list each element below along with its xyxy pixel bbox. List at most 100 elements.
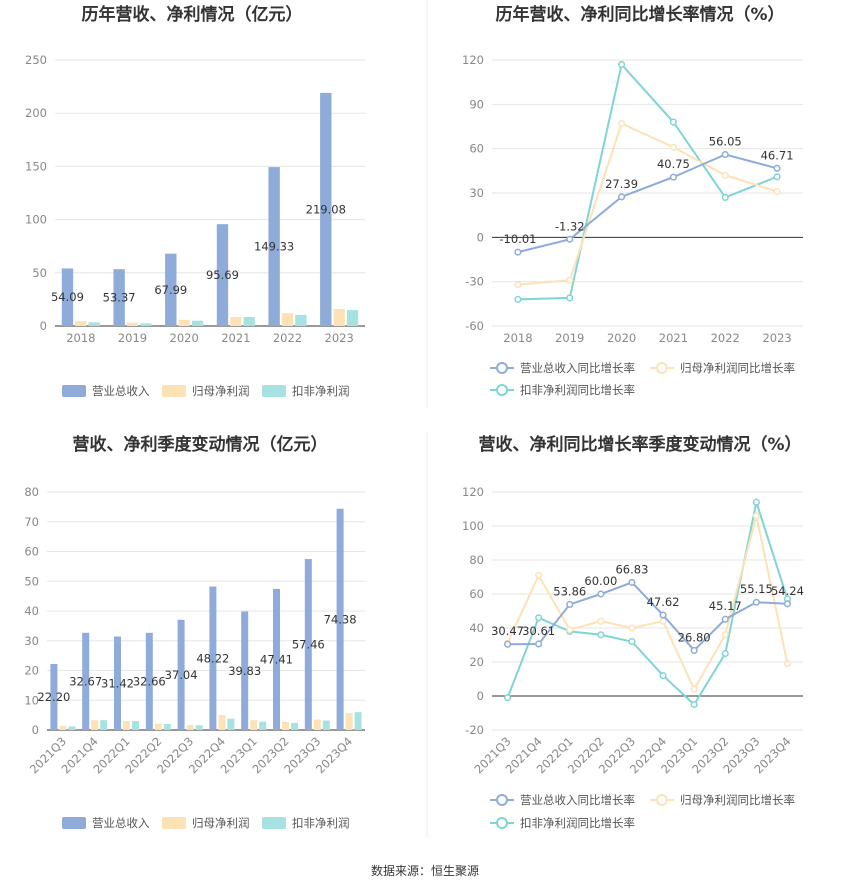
legend-item[interactable]: 营业总收入 — [62, 384, 150, 398]
y-tick-label: 20 — [24, 664, 39, 678]
y-tick-label: 120 — [462, 53, 484, 67]
line-point — [773, 187, 781, 196]
line-point — [628, 578, 636, 586]
line-point — [773, 173, 781, 181]
line-value-label: 54.24 — [771, 584, 804, 598]
bar-deducted-profit — [346, 310, 359, 326]
annual-line-title: 历年营收、净利同比增长率情况（%） — [495, 4, 784, 25]
x-tick-label: 2019 — [555, 331, 584, 345]
line-point — [690, 700, 698, 709]
line-point — [690, 685, 698, 693]
legend-swatch — [162, 817, 186, 829]
line-value-label: 30.61 — [522, 624, 555, 638]
line-point — [618, 193, 626, 201]
line-point — [721, 171, 729, 179]
bar-deducted-profit — [295, 314, 307, 326]
bar-value-label: 53.37 — [103, 291, 136, 305]
x-tick-label: 2018 — [66, 331, 95, 345]
line-value-label: 45.17 — [709, 599, 742, 613]
x-tick-label: 2021 — [659, 331, 688, 345]
line-point — [783, 600, 792, 608]
line-point — [566, 235, 574, 243]
bar-deducted-profit — [322, 720, 330, 730]
line-point — [597, 617, 605, 625]
line-point — [514, 248, 522, 256]
y-tick-label: 50 — [24, 574, 39, 588]
legend-swatch — [62, 385, 86, 397]
line-value-label: 40.75 — [657, 157, 690, 171]
y-tick-label: 0 — [40, 319, 47, 333]
line-value-label: 56.05 — [709, 135, 742, 149]
bar-value-label: 39.83 — [228, 664, 261, 678]
x-tick-label: 2022 — [711, 331, 740, 345]
bar-revenue — [216, 224, 229, 326]
y-tick-label: 10 — [24, 693, 39, 707]
bar-net-profit — [123, 721, 130, 730]
bar-revenue — [177, 619, 185, 730]
bar-value-label: 57.46 — [292, 638, 325, 652]
legend-item[interactable]: 扣非净利润 — [262, 816, 350, 830]
legend-label: 归母净利润 — [192, 816, 250, 830]
bar-net-profit — [154, 723, 162, 730]
legend-item[interactable]: 归母净利润同比增长率 — [650, 793, 795, 807]
bar-revenue — [273, 588, 281, 730]
bar-net-profit — [75, 321, 87, 326]
series-line-1 — [506, 515, 789, 692]
x-tick-label: 2023 — [762, 331, 791, 345]
bar-net-profit — [218, 715, 226, 730]
bar-net-profit — [126, 322, 139, 326]
legend-label: 扣非净利润 — [292, 816, 350, 830]
bar-value-label: 74.38 — [324, 612, 357, 626]
bar-revenue — [336, 508, 344, 730]
y-tick-label: 0 — [477, 230, 484, 244]
legend-label: 营业总收入 — [92, 384, 150, 398]
line-point — [669, 173, 677, 181]
legend-swatch-marker — [496, 362, 508, 374]
y-tick-label: 30 — [469, 186, 484, 200]
line-value-label: 53.86 — [553, 584, 586, 598]
y-tick-label: 60 — [469, 142, 484, 156]
line-point — [690, 646, 698, 654]
bar-revenue — [304, 559, 312, 730]
y-tick-label: 70 — [24, 515, 39, 529]
line-value-label: 55.15 — [740, 582, 773, 596]
line-point — [514, 295, 522, 303]
legend-item[interactable]: 营业总收入同比增长率 — [490, 793, 635, 807]
bar-value-label: 48.22 — [196, 651, 229, 665]
legend-item[interactable]: 扣非净利润 — [262, 384, 350, 398]
y-tick-label: 20 — [469, 655, 484, 669]
line-point — [721, 150, 729, 159]
line-point — [535, 614, 543, 622]
bar-deducted-profit — [140, 323, 152, 326]
series-line-0 — [517, 153, 778, 254]
line-point — [669, 118, 677, 126]
y-tick-label: 80 — [469, 553, 484, 567]
line-value-label: -1.32 — [555, 219, 585, 233]
bar-value-label: 149.33 — [254, 240, 294, 254]
y-tick-label: 60 — [24, 545, 39, 559]
line-point — [566, 276, 574, 284]
bar-revenue — [61, 268, 74, 326]
line-value-label: 60.00 — [584, 574, 617, 588]
bar-revenue — [114, 636, 122, 730]
line-point — [783, 660, 792, 668]
legend-item[interactable]: 营业总收入 — [62, 816, 150, 830]
bar-revenue — [268, 167, 280, 326]
bar-deducted-profit — [227, 718, 235, 730]
legend-item[interactable]: 归母净利润同比增长率 — [650, 361, 795, 375]
source-label: 数据来源：恒生聚源 — [371, 863, 479, 878]
x-tick-label: 2020 — [170, 331, 199, 345]
legend-label: 营业总收入 — [92, 816, 150, 830]
legend-item[interactable]: 扣非净利润同比增长率 — [490, 816, 635, 830]
y-tick-label: 30 — [24, 634, 39, 648]
legend-item[interactable]: 营业总收入同比增长率 — [490, 361, 635, 375]
bar-deducted-profit — [195, 725, 203, 730]
line-value-label: 66.83 — [615, 562, 648, 576]
line-point — [659, 672, 667, 680]
line-point — [628, 638, 636, 646]
legend-item[interactable]: 归母净利润 — [162, 816, 250, 830]
legend-item[interactable]: 扣非净利润同比增长率 — [490, 383, 635, 397]
bar-value-label: 32.66 — [133, 674, 166, 688]
legend-item[interactable]: 归母净利润 — [162, 384, 250, 398]
